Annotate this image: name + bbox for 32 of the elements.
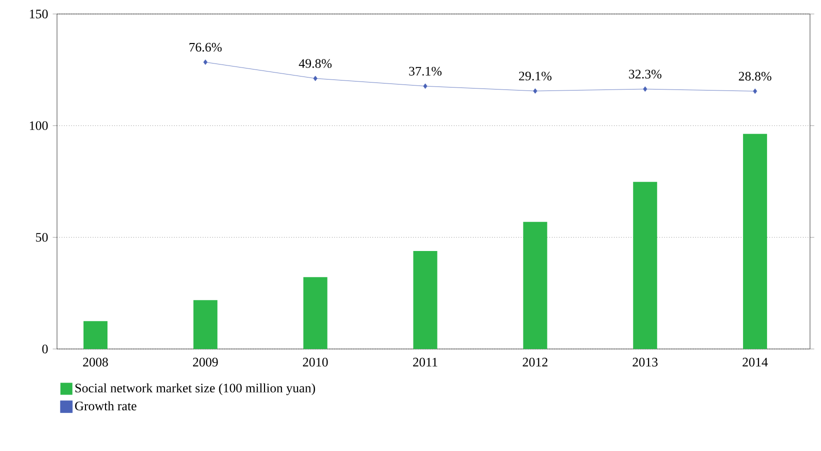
x-tick-label: 2009 [193, 358, 218, 366]
point [423, 83, 428, 89]
y-tick-label: 0 [42, 344, 48, 354]
point [313, 76, 318, 82]
y-tick-label: 100 [30, 121, 48, 130]
data-label: 29.1% [519, 72, 552, 80]
x-tick-label: 2011 [413, 358, 438, 366]
y-tick-label: 150 [30, 10, 48, 18]
x-tick-label: 2013 [632, 358, 658, 366]
x-tick-label: 2012 [522, 358, 548, 366]
data-label: 37.1% [409, 66, 442, 76]
bar [413, 250, 438, 349]
x-tick-label: 2014 [742, 358, 768, 366]
bar [633, 182, 658, 349]
data-label: 32.3% [629, 70, 662, 79]
data-label: 49.8% [298, 59, 332, 68]
legend-label: Social network market size (100 million yuan) [75, 383, 316, 396]
point [752, 88, 758, 94]
bar [193, 300, 218, 349]
bar [303, 277, 328, 349]
data-label: 28.8% [738, 72, 772, 81]
bar [83, 321, 108, 349]
point [203, 59, 208, 65]
legend-label: Growth rate [75, 401, 136, 410]
bar [523, 222, 548, 349]
data-label: 76.6% [190, 42, 222, 52]
x-tick-label: 2010 [302, 358, 328, 366]
point [533, 88, 538, 94]
point [643, 86, 648, 92]
bar [743, 134, 768, 349]
x-tick-label: 2008 [83, 358, 108, 366]
y-tick-label: 50 [36, 232, 48, 242]
